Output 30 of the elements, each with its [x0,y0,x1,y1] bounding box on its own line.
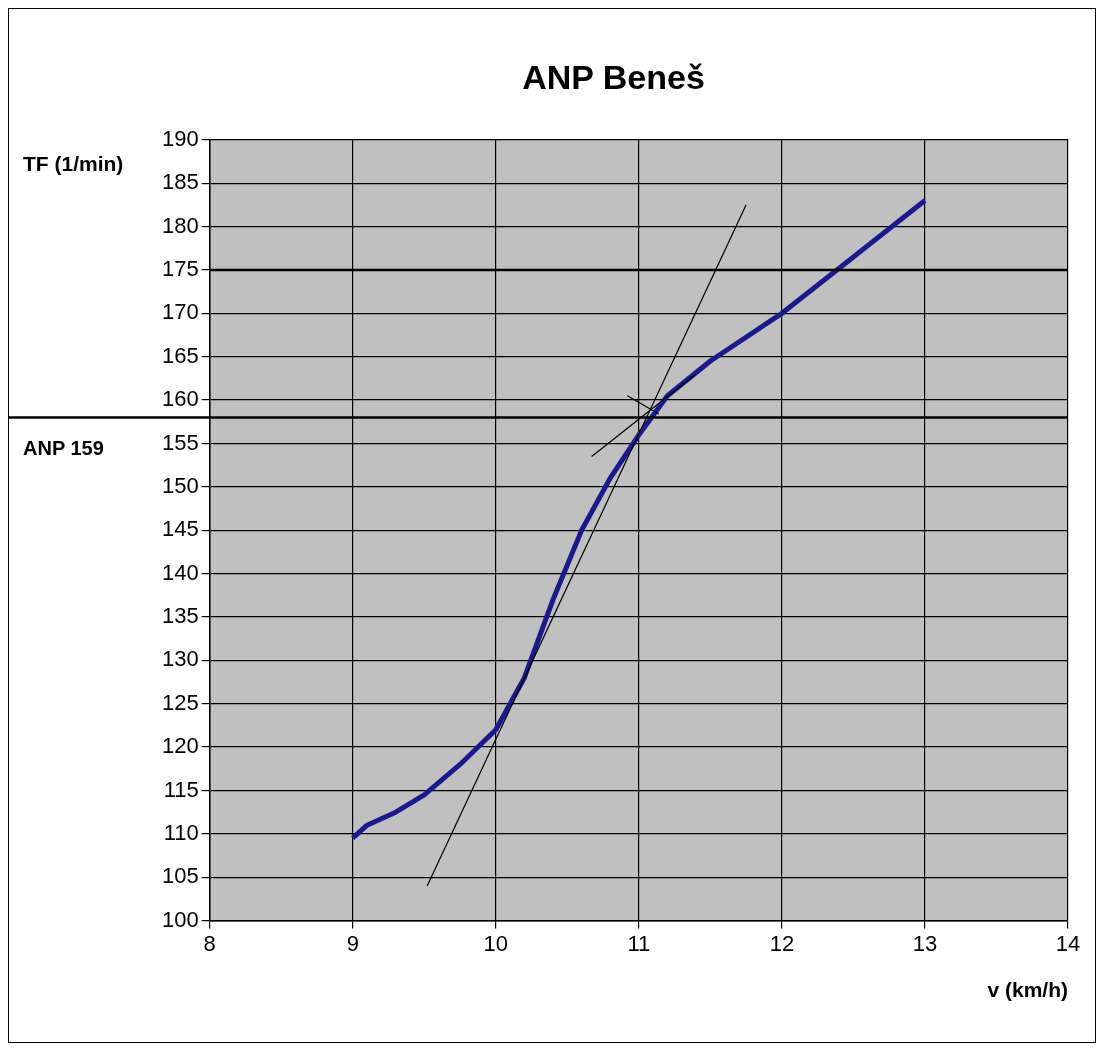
y-tick-label: 130 [161,646,199,672]
y-tick-label: 125 [161,689,199,715]
y-tick-label: 150 [161,472,199,498]
y-tick-label: 160 [161,386,199,412]
x-tick-label: 11 [627,930,651,956]
y-tick-label: 105 [161,863,199,889]
x-tick-label: 14 [1055,930,1081,956]
x-tick-label: 9 [346,930,359,956]
y-tick-label: 110 [163,819,199,845]
y-tick-label: 175 [161,256,199,281]
x-tick-label: 13 [912,930,938,956]
x-tick-label: 10 [483,930,509,956]
y-tick-label: 115 [163,776,199,802]
y-tick-label: 170 [161,299,199,325]
x-tick-label: 12 [769,930,795,956]
y-tick-label: 140 [161,559,199,585]
y-tick-label: 190 [161,125,199,151]
y-tick-label: 100 [161,906,199,932]
x-axis-title: v (km/h) [987,977,1068,1001]
y-tick-label: 135 [161,603,199,629]
y-axis-title: TF (1/min) [23,151,124,175]
y-tick-label: 145 [161,516,199,542]
x-tick-label: 8 [203,930,216,956]
ref-line-label: ANP 159 [23,436,104,459]
chart-title: ANP Beneš [522,57,705,96]
y-tick-label: 180 [161,212,199,238]
y-tick-label: 120 [161,733,199,759]
y-tick-label: 165 [161,342,199,368]
y-tick-label: 185 [161,169,199,195]
y-tick-label: 155 [161,429,199,455]
